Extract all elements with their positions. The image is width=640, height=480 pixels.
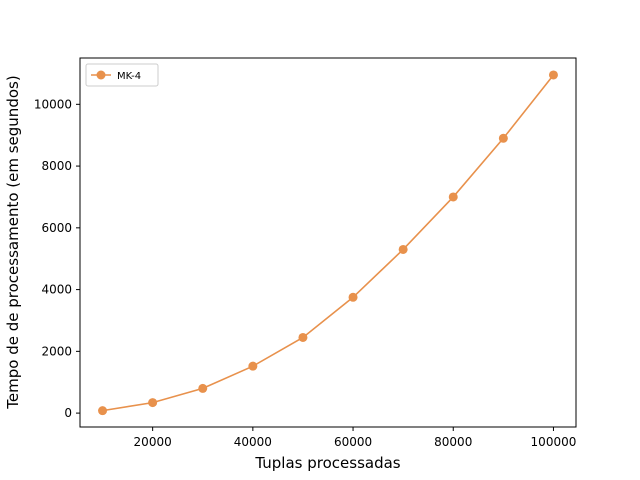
data-point [98,406,108,416]
data-point [198,383,208,393]
plot-area: 20000 40000 60000 80000 100000 0 2000 4000 6000 8… [34,57,577,449]
y-tick-label: 10000 [34,97,72,111]
legend-marker [96,70,106,80]
y-tick-label: 6000 [41,221,72,235]
legend-box [85,63,159,87]
x-tick-label: 80000 [434,435,472,449]
data-point [398,244,408,254]
x-axis-title: Tuplas processadas [254,454,400,472]
data-point [548,70,558,80]
data-point [448,192,458,202]
y-axis-title: Tempo de de processamento (em segundos) [4,75,22,409]
data-point [298,332,308,342]
data-point [498,133,508,143]
legend-label: MK-4 [117,71,141,82]
series-line [102,74,555,412]
y-tick-label: 4000 [41,283,72,297]
y-tick-label: 8000 [41,159,72,173]
plot-frame [79,57,577,428]
data-point [148,398,158,408]
x-tick-label: 60000 [334,435,372,449]
x-tick-label: 40000 [234,435,272,449]
x-tick-label: 100000 [531,435,577,449]
x-tick-label: 20000 [134,435,172,449]
data-point [348,292,358,302]
y-tick-label: 2000 [41,344,72,358]
data-point [248,361,258,371]
y-tick-label: 0 [64,406,72,420]
